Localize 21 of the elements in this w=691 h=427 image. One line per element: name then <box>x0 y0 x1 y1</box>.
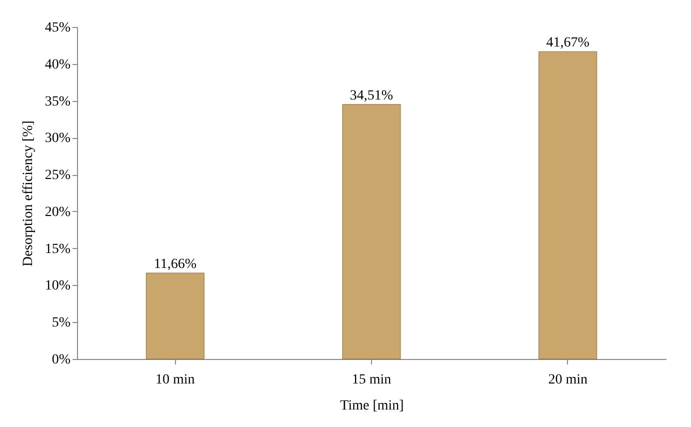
bar <box>342 104 401 360</box>
y-axis-title: Desorption efficiency [%] <box>20 120 36 266</box>
x-tick-label: 15 min <box>352 372 392 388</box>
y-tick-label: 15% <box>44 242 71 257</box>
x-tick-label: 10 min <box>156 372 195 388</box>
bar <box>146 272 204 360</box>
x-tick-label: 20 min <box>548 372 588 388</box>
y-tick-label: 20% <box>44 204 71 220</box>
x-axis-title: Time [min] <box>340 398 404 414</box>
data-label: 41,67% <box>546 36 590 51</box>
y-tick-label: 40% <box>44 57 71 72</box>
y-tick-label: 45% <box>44 20 71 36</box>
bar <box>538 51 598 360</box>
y-tick-label: 25% <box>44 168 71 184</box>
y-tick-label: 10% <box>44 278 71 294</box>
y-tick-label: 5% <box>52 316 71 331</box>
data-label: 11,66% <box>154 256 197 272</box>
y-tick-label: 35% <box>44 94 71 110</box>
y-tick-label: 30% <box>44 131 71 146</box>
data-label: 34,51% <box>350 88 394 104</box>
y-tick-label: 0% <box>52 352 71 368</box>
